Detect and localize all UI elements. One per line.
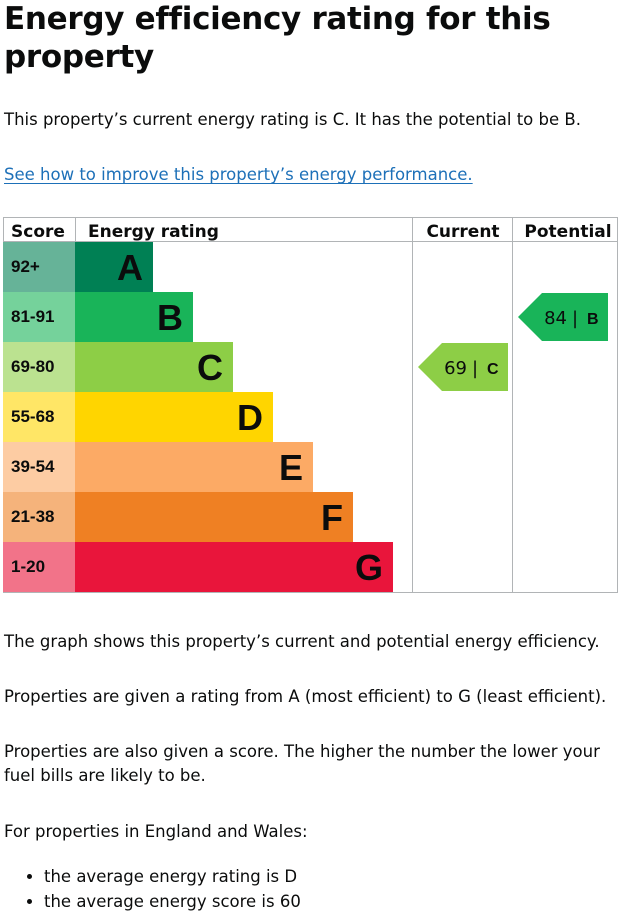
score-cell <box>3 442 75 492</box>
score-cell <box>3 242 75 292</box>
chart-grid <box>3 217 618 593</box>
rating-bar-b <box>75 292 193 342</box>
rating-bar-f <box>75 492 353 542</box>
current-rating-arrow-score: 69 <box>444 358 467 379</box>
score-description: Properties are also given a score. The h… <box>4 742 600 785</box>
rating-letter: B <box>157 297 183 338</box>
score-range-label: 39-54 <box>11 457 55 476</box>
score-range-label: 81-91 <box>11 307 54 326</box>
improve-energy-performance-link[interactable]: See how to improve this property’s energ… <box>4 165 473 184</box>
potential-rating-arrow-shape <box>518 293 608 341</box>
rating-bar-d <box>75 392 273 442</box>
rating-bar-a <box>75 242 153 292</box>
score-range-label: 55-68 <box>11 407 54 426</box>
rating-letter: G <box>355 547 383 588</box>
rating-bar-c <box>75 342 233 392</box>
current-rating-arrow-shape <box>418 343 508 391</box>
potential-rating-arrow: 84 | B <box>518 293 608 341</box>
header-energy-rating: Energy rating <box>88 222 219 242</box>
score-range-label: 92+ <box>11 257 40 276</box>
score-cell <box>3 492 75 542</box>
potential-rating-arrow-separator: | <box>572 308 578 329</box>
score-cell <box>3 342 75 392</box>
averages-list: the average energy rating is D the avera… <box>4 864 634 914</box>
page-title: Energy efficiency rating for this proper… <box>4 1 551 75</box>
current-rating-arrow: 69 | C <box>418 343 508 391</box>
rating-summary: This property’s current energy rating is… <box>4 110 581 129</box>
rating-letter: E <box>279 447 303 488</box>
current-rating-arrow-letter: C <box>487 361 499 378</box>
score-range-label: 69-80 <box>11 357 54 376</box>
score-range-label: 21-38 <box>11 507 54 526</box>
rating-bands: 92+ A 81-91 B 69-80 C 55-68 D 39-54 E 21-38 F 1-20 G <box>3 242 393 592</box>
rating-letter: C <box>197 347 223 388</box>
potential-rating-arrow-score: 84 <box>544 308 567 329</box>
score-cell <box>3 392 75 442</box>
score-cell <box>3 292 75 342</box>
header-potential: Potential <box>524 222 611 242</box>
potential-rating-arrow-letter: B <box>587 311 599 328</box>
header-score: Score <box>11 222 65 242</box>
rating-bar-g <box>75 542 393 592</box>
graph-description: The graph shows this property’s current … <box>4 632 600 651</box>
list-item: the average energy rating is D <box>44 864 634 889</box>
rating-description: Properties are given a rating from A (mo… <box>4 687 607 706</box>
rating-arrows: 69 | C84 | B <box>418 293 608 391</box>
score-cell <box>3 542 75 592</box>
rating-letter: F <box>321 497 343 538</box>
rating-letter: D <box>237 397 263 438</box>
header-current: Current <box>426 222 499 242</box>
rating-bar-e <box>75 442 313 492</box>
rating-letter: A <box>117 247 143 288</box>
current-rating-arrow-separator: | <box>472 358 478 379</box>
region-note: For properties in England and Wales: <box>4 822 308 841</box>
score-range-label: 1-20 <box>11 557 45 576</box>
list-item: the average energy score is 60 <box>44 889 634 914</box>
